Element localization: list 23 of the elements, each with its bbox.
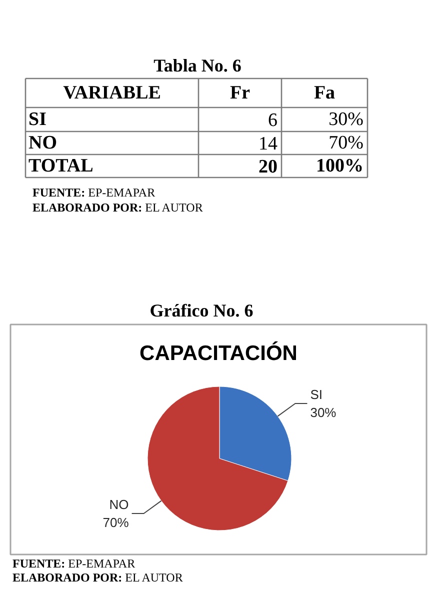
text: NO — [28, 132, 57, 154]
text: ELABORADO POR: EL AUTOR — [32, 200, 203, 214]
text: 14 — [258, 134, 278, 154]
text: 6 — [268, 110, 278, 131]
text: 30% — [328, 109, 364, 130]
slice-label: SI — [310, 386, 323, 402]
text: SI — [28, 109, 46, 130]
text: ELABORADO POR: EL AUTOR — [12, 570, 183, 584]
text: 100% — [316, 156, 364, 176]
text: Gráfico No. 6 — [150, 300, 254, 320]
text: TOTAL — [28, 156, 94, 176]
source-note: FUENTE: EP-EMAPAR — [12, 556, 136, 570]
source-note: FUENTE: EP-EMAPAR — [32, 186, 156, 200]
data-label: 30% — [310, 404, 337, 420]
slice-label: NO — [109, 497, 129, 512]
text: Tabla No. 6 — [154, 56, 242, 76]
chart-title: CAPACITACIÓN — [140, 341, 298, 365]
text: Fa — [314, 82, 336, 104]
data-label: 70% — [102, 515, 130, 530]
text: VARIABLE — [63, 82, 161, 104]
text: Fr — [230, 82, 251, 104]
text: 70% — [328, 132, 364, 154]
text: 20 — [258, 156, 278, 178]
